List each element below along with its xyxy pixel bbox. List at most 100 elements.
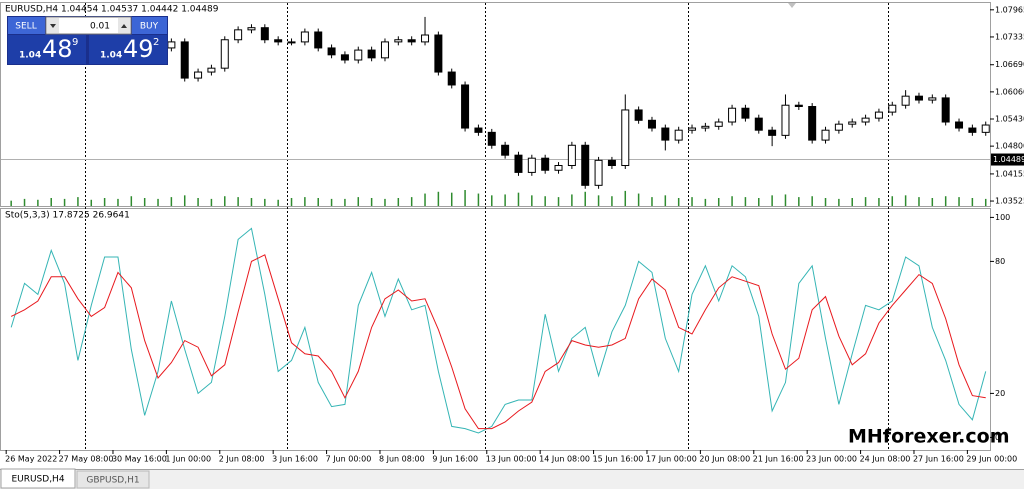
volume-bar — [330, 198, 333, 206]
buy-price-box[interactable] — [89, 35, 167, 64]
volume-bar — [851, 198, 853, 206]
candle-body — [607, 159, 616, 167]
x-tick-label: 29 Jun 00:00 — [966, 455, 1017, 464]
volume-bar — [704, 198, 707, 206]
buy-label: BUY — [140, 22, 159, 32]
candle-body — [340, 54, 349, 61]
buy-button[interactable] — [132, 17, 167, 34]
volume-bar — [611, 196, 613, 206]
x-tick-label: 9 Jun 16:00 — [432, 455, 478, 464]
indicator-title: Sto(5,3,3) 17.8725 26.9641 — [5, 211, 130, 221]
candle-body — [634, 109, 643, 121]
period-separators — [85, 3, 889, 450]
x-tick-label: 2 Jun 08:00 — [219, 455, 265, 464]
volume-bar — [838, 198, 840, 206]
candle-body — [514, 154, 523, 173]
candle-body — [220, 39, 229, 69]
volume-bar — [944, 196, 947, 206]
volume-bar — [224, 196, 226, 206]
volume-bar — [264, 198, 266, 206]
candle-body — [554, 165, 563, 171]
candle-body — [327, 47, 336, 56]
candle-body — [768, 129, 777, 136]
candle-body — [167, 41, 176, 49]
volume-bar — [798, 197, 800, 206]
candle-body — [447, 71, 456, 86]
volume-bar — [424, 193, 426, 206]
candle-body — [688, 127, 697, 131]
volume-bar — [637, 193, 640, 206]
x-tick-label: 14 Jun 08:00 — [539, 455, 590, 464]
x-tick-label: 1 Jun 00:00 — [165, 455, 211, 464]
candle-body — [928, 97, 937, 101]
volume-bar — [250, 198, 253, 206]
indicator-line — [10, 227, 987, 434]
candle-body — [594, 159, 603, 186]
volume-bar — [384, 198, 386, 206]
volume-bar — [624, 190, 627, 206]
candle-body — [621, 109, 630, 167]
candle-body — [367, 49, 376, 59]
last-price-label: 1.04489 — [993, 155, 1024, 164]
candle-body — [981, 124, 990, 133]
sell-price-box[interactable] — [8, 35, 86, 64]
buy-price-big: 1.04 — [100, 51, 122, 61]
down-arrow — [50, 24, 56, 28]
sell-label: SELL — [15, 22, 36, 32]
volume-bar — [677, 198, 680, 206]
volume-bar — [504, 194, 506, 206]
volume-bar — [971, 198, 974, 206]
candle-body — [941, 97, 950, 123]
volume-bar — [491, 195, 493, 206]
candle-body — [287, 41, 296, 44]
volume-bar — [237, 197, 239, 206]
x-tick-label: 24 Jun 08:00 — [860, 455, 911, 464]
price-panel-frame — [0, 2, 991, 207]
tab[interactable] — [76, 470, 150, 489]
volume-bar — [170, 197, 173, 206]
volume-bar — [984, 198, 987, 206]
indicator-panel-frame — [0, 208, 991, 451]
candle-body — [394, 39, 403, 43]
volume-bar — [824, 198, 827, 206]
volume-bar — [117, 198, 119, 206]
candle-body — [754, 117, 763, 131]
volume-bar — [731, 196, 733, 206]
x-tick-label: 27 Jun 16:00 — [913, 455, 964, 464]
sell-price-pips: 48 — [42, 35, 73, 63]
candle-body — [701, 125, 710, 129]
candle-body — [808, 106, 817, 141]
candle-body — [874, 111, 883, 119]
volume-bar — [103, 198, 106, 206]
volume-bar — [517, 192, 520, 206]
lot-input[interactable] — [45, 16, 132, 35]
candle-body — [354, 49, 363, 61]
x-tick-label: 15 Jun 16:00 — [593, 455, 644, 464]
volume-bar — [357, 197, 360, 206]
x-tick-label: 23 Jun 00:00 — [806, 455, 857, 464]
volume-bar — [958, 197, 960, 206]
y-tick-label: 1.06690 — [995, 60, 1024, 69]
volume-bar — [717, 198, 720, 206]
y-tick-label: 1.06060 — [995, 87, 1024, 96]
candle-body — [661, 127, 670, 141]
candle-body — [314, 31, 323, 49]
candle-body — [527, 157, 536, 173]
volume-bar — [557, 197, 560, 206]
x-tick-label: 8 Jun 08:00 — [379, 455, 425, 464]
candle-body — [794, 104, 803, 108]
sell-price-fraction: 9 — [72, 37, 78, 48]
tab-active[interactable] — [0, 468, 76, 489]
volume-bar — [544, 196, 546, 206]
volume-bar — [878, 198, 880, 206]
x-tick-label: 13 Jun 00:00 — [486, 455, 537, 464]
volume-bar — [571, 194, 573, 206]
x-tick-label: 17 Jun 00:00 — [646, 455, 697, 464]
volume-bar — [744, 197, 747, 206]
volume-bar — [931, 198, 934, 206]
volume-bar — [450, 192, 453, 206]
sell-button[interactable] — [8, 17, 45, 34]
volume-bar — [691, 197, 693, 206]
candle-body — [647, 119, 656, 129]
